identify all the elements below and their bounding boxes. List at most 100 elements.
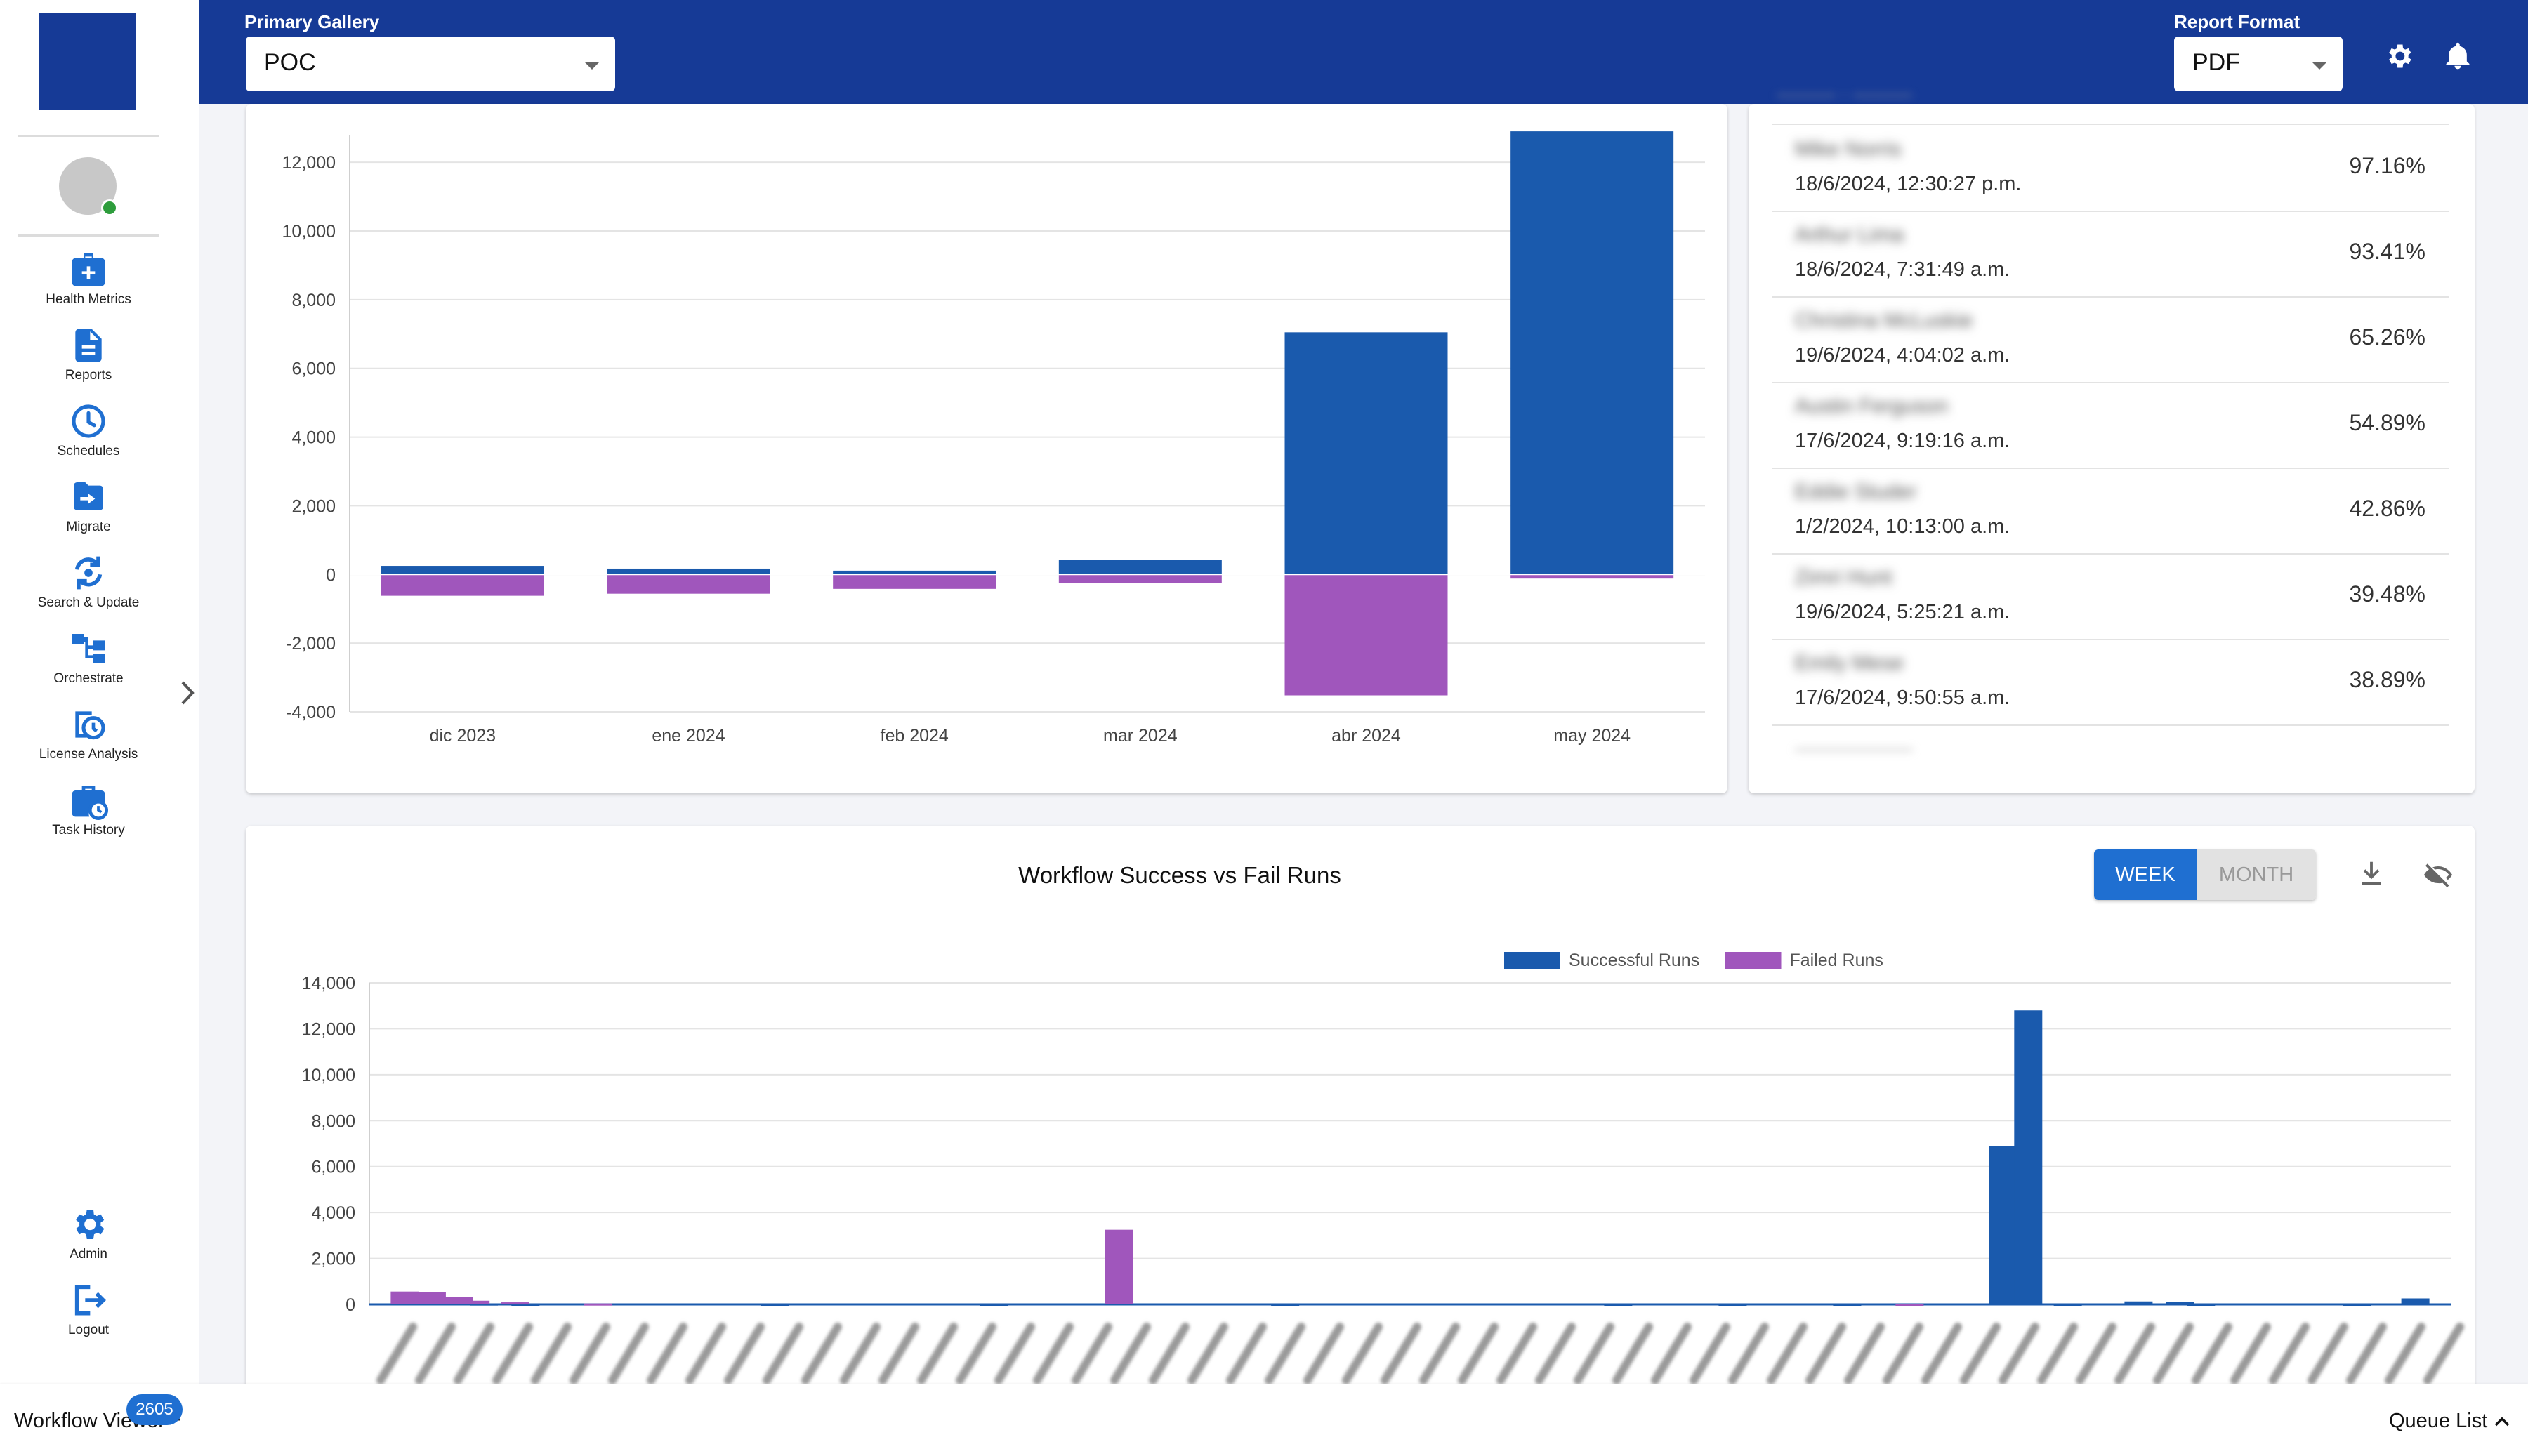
- y-tick-label: 10,000: [302, 1066, 355, 1085]
- bar[interactable]: [1510, 131, 1674, 575]
- bar[interactable]: [417, 1292, 446, 1304]
- bar[interactable]: [381, 574, 544, 596]
- sidebar-item-label: Task History: [52, 823, 125, 838]
- bar[interactable]: [584, 1303, 613, 1306]
- x-tick-label-obscured: [1728, 1323, 1769, 1384]
- bar[interactable]: [461, 1300, 490, 1304]
- ranking-user-name: Zimri Hunt: [1795, 566, 1892, 589]
- legend-swatch[interactable]: [1725, 952, 1782, 969]
- bar[interactable]: [1989, 1146, 2017, 1304]
- migrate-folder-icon: [74, 482, 103, 510]
- user-ranking-card: [1749, 104, 2475, 793]
- ranking-row[interactable]: Emily Mese 17/6/2024, 9:50:55 a.m. 38.89%: [1772, 639, 2449, 726]
- bar[interactable]: [1058, 560, 1222, 575]
- bar[interactable]: [390, 1291, 419, 1304]
- bar[interactable]: [980, 1304, 1008, 1306]
- caret-down-icon: [2312, 62, 2327, 70]
- report-format-select[interactable]: PDF: [2174, 37, 2343, 91]
- queue-list-label: Queue List: [2389, 1410, 2488, 1432]
- bar[interactable]: [607, 568, 770, 575]
- bar[interactable]: [470, 1303, 499, 1306]
- bar[interactable]: [2401, 1298, 2430, 1304]
- bar[interactable]: [1105, 1229, 1133, 1304]
- bar[interactable]: [2124, 1301, 2153, 1304]
- sidebar-item-reports[interactable]: Reports: [14, 326, 163, 396]
- sidebar-item-orchestrate[interactable]: Orchestrate: [14, 629, 163, 699]
- sidebar-item-license-analysis[interactable]: License Analysis: [14, 705, 163, 775]
- bar[interactable]: [2014, 1010, 2043, 1304]
- week-button[interactable]: WEEK: [2094, 849, 2197, 900]
- monthly-runs-chart: -4,000 -2,000 0 2,000 4,000 6,000 8,000 10,000 1…: [282, 131, 1705, 746]
- bar[interactable]: [2166, 1302, 2194, 1304]
- bar[interactable]: [2053, 1304, 2082, 1306]
- legend-label[interactable]: Successful Runs: [1569, 951, 1699, 970]
- bar[interactable]: [381, 566, 544, 575]
- legend-label[interactable]: Failed Runs: [1790, 951, 1883, 970]
- gear-icon[interactable]: [2383, 41, 2414, 72]
- bar[interactable]: [1510, 574, 1674, 579]
- ranking-user-name: Arthur Lima: [1795, 223, 1904, 246]
- ranking-row[interactable]: Austin Ferguson 17/6/2024, 9:19:16 a.m. 54…: [1772, 382, 2449, 469]
- bar[interactable]: [445, 1297, 473, 1304]
- month-button[interactable]: MONTH: [2197, 849, 2316, 900]
- x-tick-label-obscured: [1921, 1323, 1962, 1384]
- bar[interactable]: [833, 574, 996, 589]
- reports-icon: [75, 329, 102, 362]
- queue-list-button[interactable]: Queue List: [2389, 1410, 2511, 1433]
- top-header: Primary Gallery POC Report Format PDF: [199, 0, 2528, 104]
- x-tick-label: may 2024: [1553, 726, 1631, 746]
- week-month-toggle[interactable]: WEEK MONTH: [2094, 849, 2316, 900]
- chevron-right-icon[interactable]: [176, 677, 199, 709]
- y-tick-label: 4,000: [291, 428, 336, 448]
- bar[interactable]: [1284, 332, 1448, 575]
- ranking-row[interactable]: Zimri Hunt 19/6/2024, 5:25:21 a.m. 39.48%: [1772, 553, 2449, 640]
- ranking-percentage: 54.89%: [2349, 410, 2425, 435]
- ranking-row[interactable]: Mike Norris 18/6/2024, 12:30:27 p.m. 97.16…: [1772, 125, 2449, 212]
- ranking-percentage: 97.16%: [2349, 153, 2425, 178]
- bar[interactable]: [1284, 574, 1448, 696]
- bar[interactable]: [511, 1304, 540, 1306]
- ranking-row[interactable]: Eddie Studer 1/2/2024, 10:13:00 a.m. 42.86…: [1772, 468, 2449, 555]
- x-tick-label-obscured: [415, 1323, 456, 1384]
- legend-swatch[interactable]: [1504, 952, 1560, 969]
- download-icon[interactable]: [2355, 858, 2388, 890]
- eye-off-icon[interactable]: [2421, 858, 2455, 892]
- ranking-percentage: 38.89%: [2349, 667, 2425, 692]
- primary-gallery-select[interactable]: POC: [246, 37, 615, 91]
- sidebar-divider: [18, 135, 159, 137]
- bar[interactable]: [607, 574, 770, 594]
- bar[interactable]: [2343, 1304, 2371, 1306]
- x-tick-label-obscured: [1960, 1323, 2001, 1384]
- sidebar-item-migrate[interactable]: Migrate: [14, 477, 163, 548]
- report-format-label: Report Format: [2174, 11, 2300, 32]
- x-tick-label-obscured: [2114, 1323, 2155, 1384]
- x-tick-label-obscured: [685, 1323, 726, 1384]
- sidebar-item-health-metrics[interactable]: Health Metrics: [14, 250, 163, 320]
- bar[interactable]: [1895, 1304, 1924, 1306]
- bar[interactable]: [1604, 1304, 1633, 1306]
- sidebar-item-logout[interactable]: Logout: [14, 1280, 163, 1351]
- ranking-row[interactable]: Christina McLuskie 19/6/2024, 4:04:02 a.m…: [1772, 296, 2449, 383]
- bar[interactable]: [1058, 574, 1222, 584]
- sidebar-item-task-history[interactable]: Task History: [14, 781, 163, 851]
- bar[interactable]: [501, 1302, 529, 1305]
- bar[interactable]: [761, 1304, 789, 1306]
- bar[interactable]: [1718, 1304, 1747, 1306]
- bar[interactable]: [1833, 1304, 1862, 1306]
- bar[interactable]: [2187, 1304, 2216, 1306]
- sidebar: Health Metrics Reports Schedules Migrate…: [0, 0, 199, 1384]
- x-tick-label-obscured: [1496, 1323, 1537, 1384]
- orchestrate-icon: [72, 634, 105, 663]
- ranking-row[interactable]: Arthur Lima 18/6/2024, 7:31:49 a.m. 93.41%: [1772, 211, 2449, 298]
- y-tick-label: 12,000: [282, 153, 336, 173]
- sidebar-item-schedules[interactable]: Schedules: [14, 402, 163, 472]
- bar[interactable]: [833, 570, 996, 575]
- sidebar-item-search-update[interactable]: Search & Update: [14, 553, 163, 623]
- bell-icon[interactable]: [2442, 41, 2473, 72]
- x-tick-label-obscured: [1612, 1323, 1653, 1384]
- bar[interactable]: [1271, 1304, 1300, 1306]
- sidebar-item-admin[interactable]: Admin: [14, 1205, 163, 1275]
- y-tick-label: 12,000: [302, 1019, 355, 1039]
- x-tick-label-obscured: [1574, 1323, 1614, 1384]
- y-tick-label: 10,000: [282, 222, 336, 241]
